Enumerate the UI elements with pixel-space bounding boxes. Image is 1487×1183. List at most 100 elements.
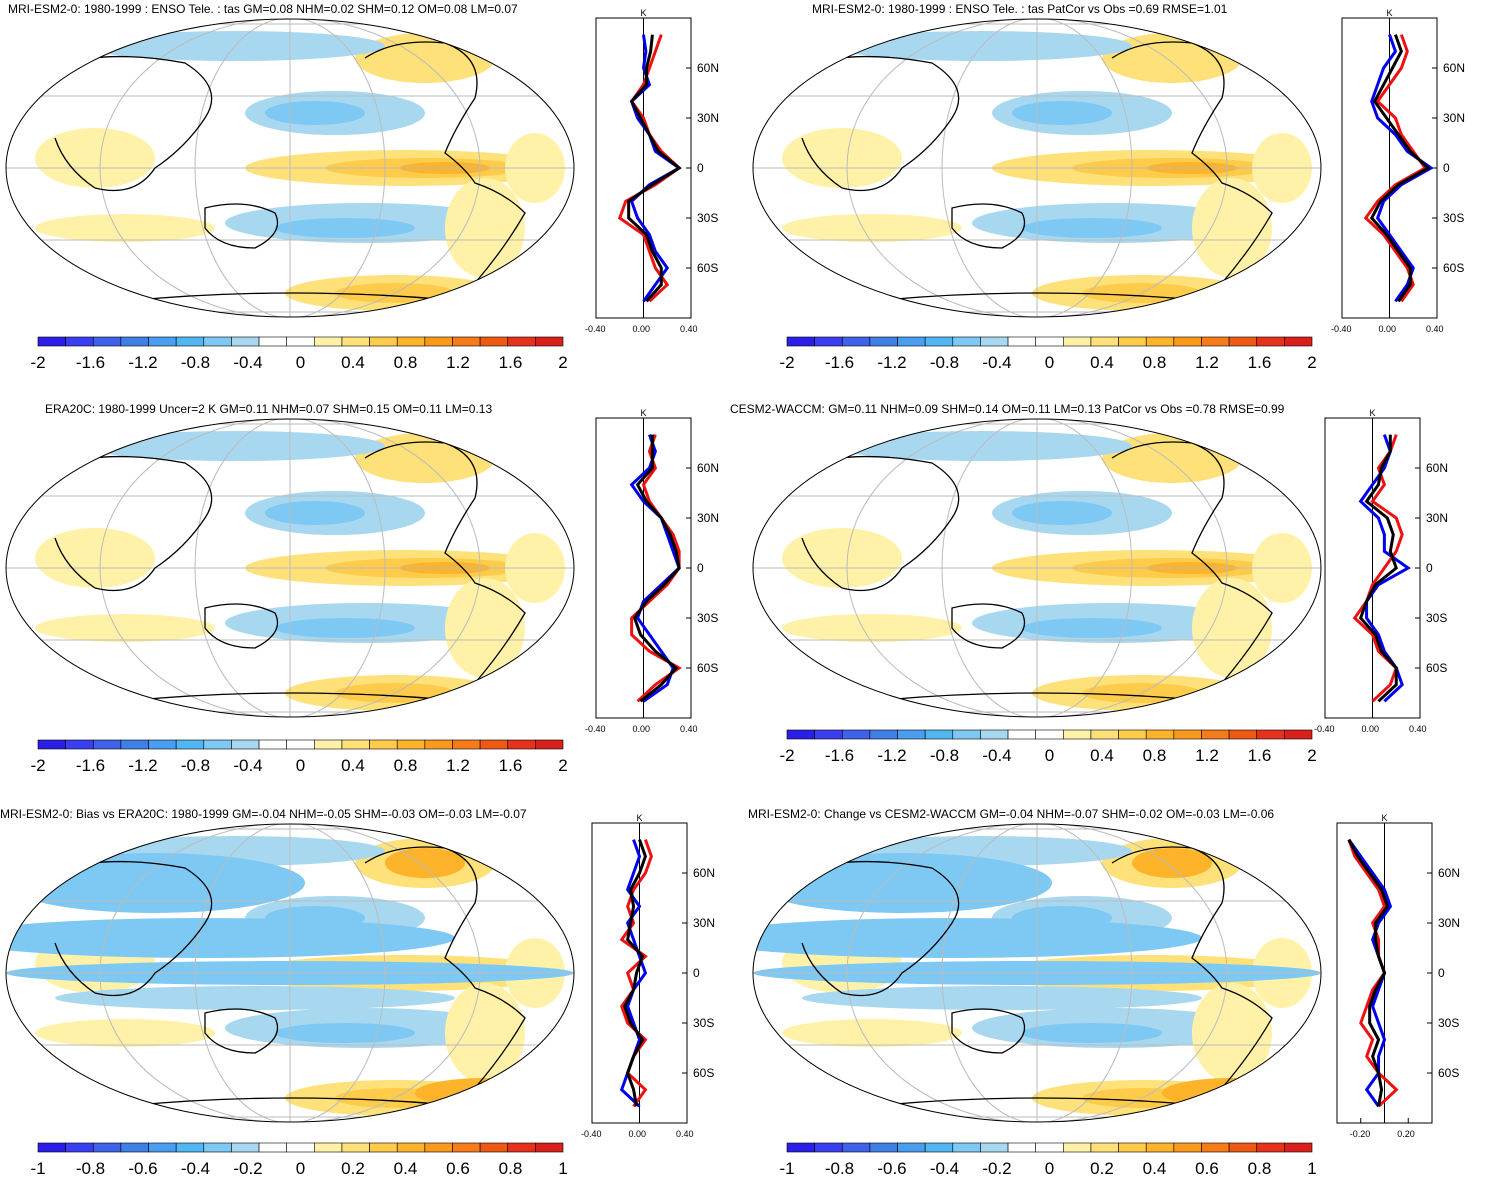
colorbar-swatch [980, 1142, 1009, 1153]
colorbar-swatch [841, 1142, 871, 1153]
colorbar-swatch [65, 1142, 94, 1153]
zonal-line-mean [1369, 34, 1431, 303]
colorbar-label: 0 [296, 1159, 305, 1178]
lat-tick-label: 30S [1426, 611, 1447, 625]
colorbar-swatch [814, 1142, 843, 1153]
colorbar-label: 0.4 [341, 756, 365, 775]
colorbar-swatch [1118, 336, 1147, 347]
colorbar-swatch [231, 336, 260, 347]
coastline [791, 55, 960, 192]
unit-label: K [1382, 813, 1388, 823]
colorbar-label: 0.8 [499, 1159, 523, 1178]
anomaly-contour [35, 528, 155, 588]
anomaly-contour [1192, 178, 1272, 278]
colorbar-swatch [396, 1142, 426, 1153]
map-border [5, 18, 575, 318]
colorbar-label: 0 [296, 353, 305, 372]
colorbar-swatch [369, 739, 398, 750]
panel-title: MRI-ESM2-0: 1980-1999 : ENSO Tele. : tas… [812, 2, 1228, 16]
longitude-gridline [846, 824, 1228, 1122]
x-tick-label: 0.40 [680, 324, 698, 334]
anomaly-contour [1162, 1078, 1302, 1108]
map-border [5, 823, 575, 1123]
colorbar: -1 -0.8 -0.6 -0.4 -0.2 0 0.2 0.4 0.6 0.8 1 [30, 1142, 568, 1178]
colorbar-swatch [92, 1142, 122, 1153]
colorbar-swatch [952, 729, 981, 740]
colorbar-swatch [203, 739, 232, 750]
colorbar-swatch [1063, 336, 1092, 347]
colorbar-swatch [341, 336, 370, 347]
lat-tick-label: 60N [1426, 461, 1448, 475]
colorbar-swatch [37, 739, 66, 750]
coastline [951, 1008, 1026, 1054]
colorbar-swatch [1201, 1142, 1230, 1153]
coastline [951, 203, 1026, 249]
colorbar-swatch [286, 739, 315, 750]
colorbar-swatch [1145, 729, 1175, 740]
anomaly-contour [1022, 618, 1162, 638]
lat-tick-label: 30N [1438, 916, 1460, 930]
colorbar-swatch [924, 729, 954, 740]
unit-label: K [641, 408, 647, 418]
colorbar-label: -1.6 [76, 353, 105, 372]
colorbar-swatch [258, 336, 287, 347]
anomaly-contour [265, 501, 365, 525]
colorbar-swatch [786, 729, 815, 740]
colorbar-swatch [258, 739, 287, 750]
colorbar-swatch [65, 336, 94, 347]
zonal-mean-plot: K 60N 30N 0 30S 60S -0.40 0.00 0.40 [1314, 408, 1448, 734]
colorbar-label: 1.2 [446, 756, 470, 775]
lat-tick-label: 30S [693, 1016, 714, 1030]
x-tick-label: -0.20 [1350, 1129, 1371, 1139]
colorbar-swatch [231, 1142, 260, 1153]
colorbar-label: -0.8 [181, 353, 210, 372]
colorbar-swatch [369, 336, 398, 347]
colorbar-label: -0.8 [181, 756, 210, 775]
anomaly-contour [1192, 578, 1272, 678]
lat-tick-label: 30N [693, 916, 715, 930]
colorbar-swatch [258, 1142, 287, 1153]
colorbar-swatch [1284, 336, 1313, 347]
lat-tick-label: 60N [697, 61, 719, 75]
colorbar-label: 0 [1045, 746, 1054, 765]
colorbar-swatch [424, 1142, 453, 1153]
x-tick-label: -0.40 [1331, 324, 1352, 334]
anomaly-contour [1102, 433, 1242, 483]
colorbar-swatch [148, 336, 177, 347]
anomaly-contour [385, 848, 465, 878]
lat-tick-label: 30S [697, 611, 718, 625]
colorbar-swatch [814, 729, 843, 740]
colorbar: -2 -1.6 -1.2 -0.8 -0.4 0 0.4 0.8 1.2 1.6 2 [779, 336, 1317, 372]
map-border [752, 18, 1322, 318]
coastline [44, 860, 213, 997]
unit-label: K [1370, 408, 1376, 418]
lat-tick-label: 0 [1426, 561, 1433, 575]
longitude-gridline [194, 419, 386, 717]
colorbar-swatch [980, 336, 1009, 347]
colorbar-swatch [203, 1142, 232, 1153]
colorbar-swatch [1007, 336, 1036, 347]
colorbar-label: 0 [1045, 353, 1054, 372]
colorbar-swatch [786, 336, 815, 347]
colorbar-swatch [507, 1142, 536, 1153]
longitude-gridline [941, 19, 1133, 317]
colorbar-label: 0.6 [1195, 1159, 1219, 1178]
x-tick-label: 0.00 [1362, 724, 1380, 734]
lat-tick-label: 30N [1426, 511, 1448, 525]
colorbar-swatch [203, 336, 232, 347]
colorbar-label: -1.2 [877, 746, 906, 765]
lat-tick-label: 30S [1443, 211, 1464, 225]
colorbar: -2 -1.6 -1.2 -0.8 -0.4 0 0.4 0.8 1.2 1.6 2 [779, 729, 1317, 765]
colorbar-swatch [1173, 1142, 1202, 1153]
anomaly-contour [355, 33, 495, 83]
anomaly-contour [415, 1078, 555, 1108]
colorbar-swatch [1090, 336, 1119, 347]
x-tick-label: -0.40 [581, 1129, 602, 1139]
longitude-gridline [941, 824, 1133, 1122]
longitude-gridline [941, 419, 1133, 717]
colorbar-label: 1.6 [1248, 746, 1272, 765]
zonal-line-model [629, 34, 682, 303]
anomaly-contour [753, 853, 1052, 913]
colorbar-label: 2 [1307, 353, 1316, 372]
colorbar-swatch [980, 729, 1009, 740]
